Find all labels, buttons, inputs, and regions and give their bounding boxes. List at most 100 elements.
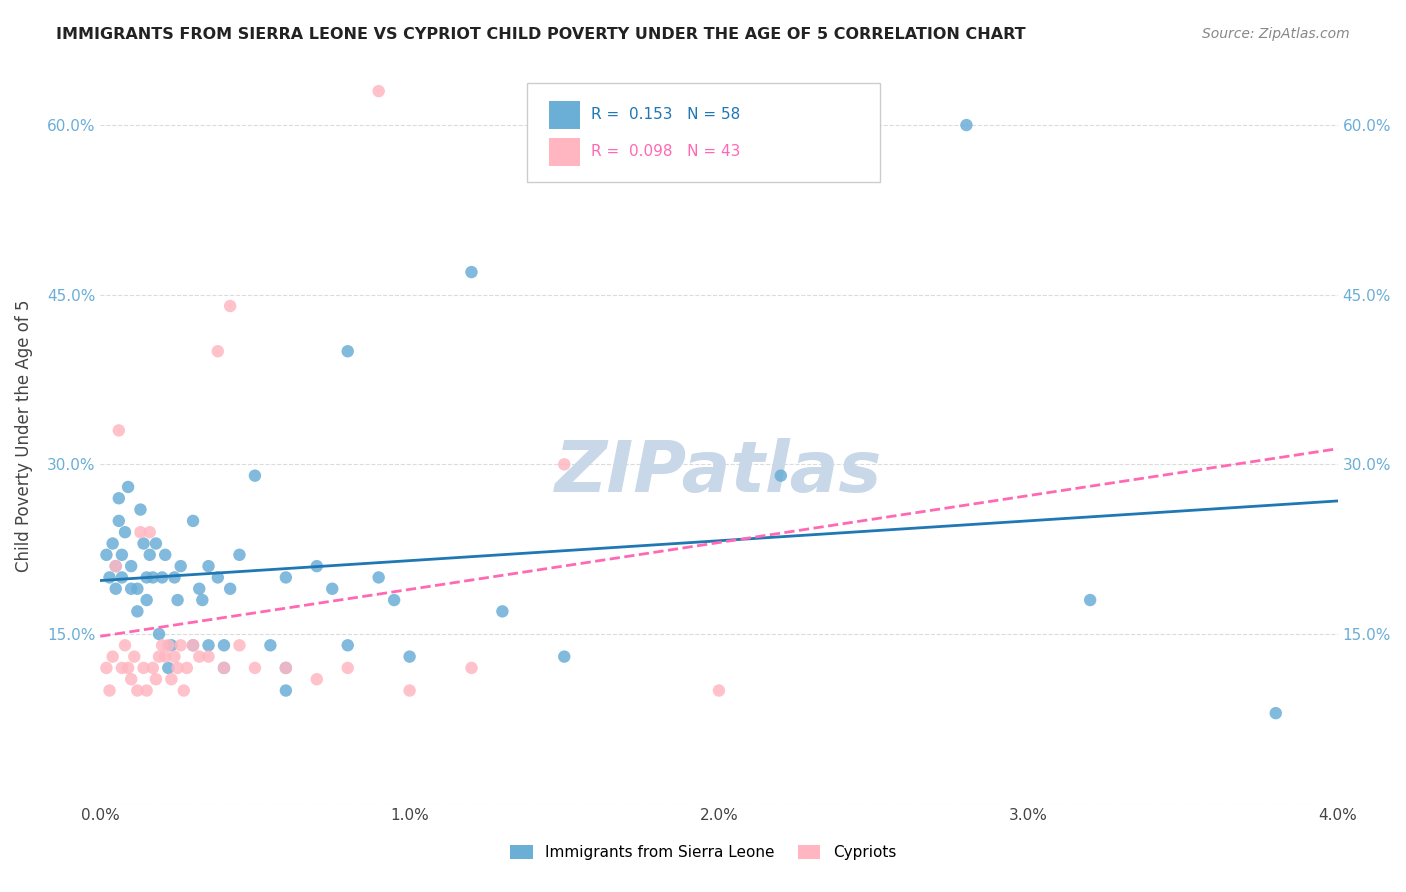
Point <box>150 638 173 652</box>
Point <box>207 344 229 359</box>
Point <box>305 672 328 686</box>
Point <box>769 468 792 483</box>
Point <box>108 514 131 528</box>
Point <box>163 570 186 584</box>
Point <box>188 582 211 596</box>
Point <box>212 661 235 675</box>
Point <box>114 638 136 652</box>
Point <box>382 593 405 607</box>
Point <box>142 570 165 584</box>
Y-axis label: Child Poverty Under the Age of 5: Child Poverty Under the Age of 5 <box>15 300 32 573</box>
Point <box>157 638 180 652</box>
Point <box>160 638 183 652</box>
Point <box>111 548 134 562</box>
Point <box>188 649 211 664</box>
Point <box>155 649 177 664</box>
Point <box>321 582 343 596</box>
Point <box>111 570 134 584</box>
Point <box>129 502 152 516</box>
Point <box>228 638 250 652</box>
Point <box>104 582 127 596</box>
Point <box>145 536 167 550</box>
Point <box>553 649 575 664</box>
Point <box>120 672 142 686</box>
Point <box>135 683 157 698</box>
Point <box>460 661 482 675</box>
Point <box>108 424 131 438</box>
Text: R =  0.153   N = 58: R = 0.153 N = 58 <box>592 107 741 122</box>
Point <box>150 570 173 584</box>
Point <box>124 649 146 664</box>
Point <box>274 570 297 584</box>
Point <box>274 661 297 675</box>
Point <box>98 683 121 698</box>
Point <box>955 118 977 132</box>
Point <box>98 570 121 584</box>
Point <box>163 649 186 664</box>
Point <box>170 559 193 574</box>
Point <box>96 661 118 675</box>
Text: R =  0.098   N = 43: R = 0.098 N = 43 <box>592 145 741 159</box>
Point <box>212 638 235 652</box>
Point <box>160 672 183 686</box>
Text: Source: ZipAtlas.com: Source: ZipAtlas.com <box>1202 27 1350 41</box>
Point <box>111 661 134 675</box>
FancyBboxPatch shape <box>550 137 581 166</box>
Point <box>491 604 513 618</box>
Point <box>170 638 193 652</box>
Text: IMMIGRANTS FROM SIERRA LEONE VS CYPRIOT CHILD POVERTY UNDER THE AGE OF 5 CORRELA: IMMIGRANTS FROM SIERRA LEONE VS CYPRIOT … <box>56 27 1026 42</box>
Point <box>120 582 142 596</box>
Point <box>139 548 162 562</box>
Point <box>104 559 127 574</box>
Point <box>101 536 124 550</box>
Point <box>1264 706 1286 720</box>
Point <box>1078 593 1101 607</box>
Point <box>166 593 188 607</box>
Point <box>181 514 204 528</box>
Legend: Immigrants from Sierra Leone, Cypriots: Immigrants from Sierra Leone, Cypriots <box>503 839 903 866</box>
Point <box>96 548 118 562</box>
Point <box>120 559 142 574</box>
Point <box>336 638 359 652</box>
Point <box>148 649 170 664</box>
Point <box>197 649 219 664</box>
Point <box>212 661 235 675</box>
Point <box>336 661 359 675</box>
Point <box>139 525 162 540</box>
Point <box>117 480 139 494</box>
Point <box>259 638 281 652</box>
Point <box>117 661 139 675</box>
Point <box>367 84 389 98</box>
Text: ZIPatlas: ZIPatlas <box>555 438 883 508</box>
Point <box>127 582 149 596</box>
Point <box>108 491 131 506</box>
Point <box>145 672 167 686</box>
Point <box>155 548 177 562</box>
Point <box>207 570 229 584</box>
Point <box>398 683 420 698</box>
Point <box>197 559 219 574</box>
Point <box>191 593 214 607</box>
Point <box>132 536 155 550</box>
Point <box>398 649 420 664</box>
Point <box>173 683 195 698</box>
Point <box>367 570 389 584</box>
Point <box>142 661 165 675</box>
Point <box>336 344 359 359</box>
Point <box>181 638 204 652</box>
Point <box>157 661 180 675</box>
Point <box>274 661 297 675</box>
FancyBboxPatch shape <box>527 83 880 183</box>
Point <box>228 548 250 562</box>
FancyBboxPatch shape <box>550 101 581 128</box>
Point <box>127 683 149 698</box>
Point <box>197 638 219 652</box>
Point <box>101 649 124 664</box>
Point <box>104 559 127 574</box>
Point <box>219 299 242 313</box>
Point <box>148 627 170 641</box>
Point <box>132 661 155 675</box>
Point <box>219 582 242 596</box>
Point <box>176 661 198 675</box>
Point <box>243 661 266 675</box>
